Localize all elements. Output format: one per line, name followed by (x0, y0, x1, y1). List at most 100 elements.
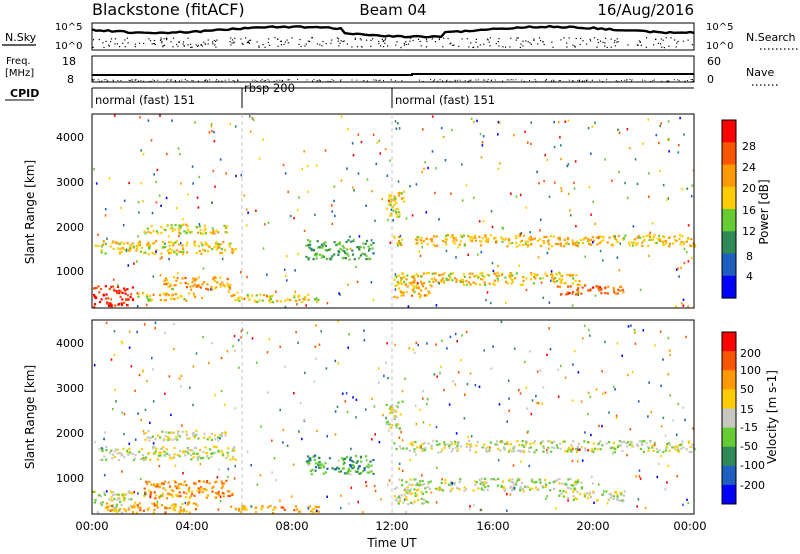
echo-pixel-power (120, 241, 123, 244)
echo-pixel-power (145, 294, 149, 297)
echo-pixel-power (388, 196, 391, 199)
scatter-pixel-power (255, 209, 257, 212)
noise-search-point (92, 46, 94, 48)
echo-pixel-velocity (192, 452, 195, 455)
echo-pixel-velocity (621, 449, 624, 452)
echo-pixel-velocity (548, 481, 551, 484)
echo-pixel-power (202, 248, 205, 251)
echo-pixel-power (148, 243, 151, 247)
echo-pixel-velocity (171, 495, 174, 498)
scatter-pixel-power (542, 296, 545, 299)
echo-pixel-velocity (127, 508, 130, 511)
echo-pixel-velocity (624, 442, 627, 445)
echo-pixel-power (112, 240, 115, 243)
nave-point (112, 79, 114, 81)
echo-pixel-power (205, 243, 208, 246)
echo-pixel-power (159, 298, 162, 302)
echo-pixel-velocity (116, 498, 119, 501)
scatter-pixel-velocity (404, 377, 406, 380)
scatter-pixel-velocity (325, 367, 328, 370)
echo-pixel-velocity (175, 487, 178, 490)
scatter-pixel-velocity (507, 379, 510, 382)
scatter-pixel-power (624, 181, 626, 185)
nave-point (312, 80, 313, 82)
echo-pixel-power (397, 211, 400, 214)
echo-pixel-power (238, 299, 241, 302)
echo-pixel-velocity (179, 483, 183, 486)
scatter-pixel-velocity (587, 449, 589, 452)
scatter-pixel-velocity (457, 371, 460, 374)
nave-point (198, 80, 199, 82)
echo-pixel-velocity (113, 510, 116, 513)
echo-pixel-velocity (191, 490, 194, 493)
x-tick-00: 00:00 (75, 519, 108, 533)
echo-pixel-velocity (510, 480, 513, 484)
scatter-pixel-velocity (564, 376, 567, 379)
noise-search-point (657, 42, 659, 44)
echo-pixel-power (427, 271, 430, 274)
echo-pixel-velocity (416, 494, 419, 497)
echo-pixel-power (204, 241, 207, 244)
echo-pixel-velocity (610, 494, 613, 497)
echo-pixel-power (441, 277, 444, 280)
echo-pixel-velocity (605, 442, 608, 445)
scatter-pixel-velocity (500, 320, 503, 324)
echo-pixel-power (228, 287, 232, 291)
scatter-pixel-power (537, 256, 540, 259)
echo-pixel-power (218, 246, 221, 249)
scatter-pixel-power (240, 271, 242, 274)
echo-pixel-power (259, 293, 262, 296)
noise-search-point (182, 43, 184, 45)
echo-pixel-power (574, 279, 577, 282)
nave-point (237, 79, 239, 81)
echo-pixel-power (248, 298, 251, 301)
nave-point (508, 79, 510, 81)
echo-pixel-power (171, 227, 174, 230)
echo-pixel-power (661, 240, 664, 243)
echo-pixel-power (581, 286, 584, 289)
echo-pixel-velocity (106, 506, 109, 509)
echo-pixel-power (581, 242, 584, 245)
echo-pixel-power (420, 275, 423, 278)
scatter-pixel-power (258, 157, 261, 160)
echo-pixel-velocity (437, 489, 440, 492)
echo-pixel-power (179, 226, 182, 229)
noise-search-point (346, 43, 348, 45)
echo-pixel-velocity (308, 462, 311, 465)
scatter-pixel-velocity (184, 501, 187, 505)
scatter-pixel-velocity (352, 396, 354, 399)
scatter-pixel-velocity (513, 487, 516, 490)
echo-pixel-power (566, 236, 569, 239)
echo-pixel-power (108, 287, 111, 291)
echo-pixel-velocity (483, 482, 486, 485)
echo-pixel-velocity (540, 441, 543, 444)
nave-point (209, 79, 211, 81)
echo-pixel-velocity (168, 506, 172, 510)
nave-point (140, 80, 142, 82)
echo-pixel-power (393, 235, 396, 238)
scatter-pixel-power (407, 305, 410, 308)
noise-search-point (143, 42, 145, 45)
echo-pixel-velocity (306, 461, 309, 464)
freq-tick-bottom: 8 (67, 73, 74, 86)
echo-pixel-velocity (494, 443, 497, 446)
scatter-pixel-power (303, 150, 305, 153)
echo-pixel-power (324, 244, 327, 247)
echo-pixel-power (509, 272, 512, 275)
echo-pixel-velocity (444, 482, 447, 485)
echo-pixel-power (119, 247, 122, 250)
scatter-pixel-velocity (346, 410, 349, 414)
echo-pixel-power (112, 285, 115, 288)
echo-pixel-velocity (421, 492, 424, 496)
echo-pixel-power (539, 244, 543, 248)
scatter-pixel-power (152, 275, 155, 278)
echo-pixel-power (171, 229, 174, 233)
echo-pixel-velocity (105, 502, 109, 505)
echo-pixel-power (216, 243, 219, 246)
echo-pixel-velocity (427, 442, 430, 445)
scatter-pixel-velocity (589, 334, 591, 337)
nave-point (629, 79, 631, 80)
echo-pixel-velocity (312, 455, 315, 458)
echo-pixel-velocity (196, 452, 199, 455)
echo-pixel-velocity (161, 482, 164, 485)
